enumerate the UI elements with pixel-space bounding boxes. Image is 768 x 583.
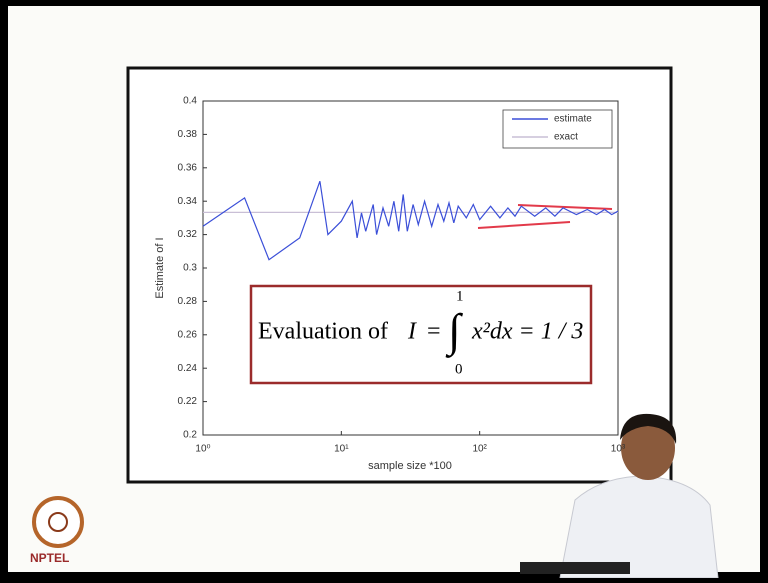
- logo-text: NPTEL: [30, 551, 69, 565]
- y-tick-label: 0.36: [178, 162, 198, 173]
- annotation-text: Evaluation of: [258, 319, 388, 345]
- legend: [502, 109, 613, 149]
- logo-mark: [48, 512, 68, 532]
- annotation-text: 1: [456, 288, 464, 304]
- y-tick-label: 0.34: [178, 196, 198, 207]
- legend-label: exact: [554, 132, 578, 143]
- annotation-text: ∫: [445, 305, 463, 359]
- y-tick-label: 0.24: [178, 363, 198, 374]
- y-tick-label: 0.22: [178, 396, 198, 407]
- y-tick-label: 0.32: [178, 229, 198, 240]
- y-tick-label: 0.2: [183, 430, 197, 441]
- laptop: [520, 562, 630, 574]
- plot-area: [202, 100, 619, 436]
- y-tick-label: 0.26: [178, 329, 198, 340]
- y-tick-label: 0.4: [183, 96, 197, 107]
- logo-mark: [32, 496, 84, 548]
- annotation-text: 0: [455, 361, 463, 377]
- presenter-hair: [620, 413, 677, 444]
- y-tick-label: 0.28: [178, 296, 198, 307]
- series-line: [202, 180, 619, 261]
- x-tick-label: 10¹: [334, 444, 349, 455]
- x-tick-label: 10²: [472, 444, 487, 455]
- x-axis-label: sample size *100: [368, 460, 452, 472]
- y-tick-label: 0.3: [183, 263, 197, 274]
- pen-mark: [477, 221, 571, 229]
- presenter-head: [621, 416, 675, 480]
- annotation-box: [249, 284, 593, 385]
- y-tick-label: 0.38: [178, 129, 198, 140]
- x-tick-label: 10⁰: [195, 444, 210, 455]
- annotation-text: x²dx = 1 / 3: [471, 319, 583, 345]
- pen-mark: [517, 204, 613, 210]
- annotation-text: =: [427, 319, 441, 345]
- y-axis-label: Estimate of I: [154, 237, 166, 298]
- legend-label: estimate: [554, 114, 592, 125]
- x-tick-label: 10³: [611, 444, 626, 455]
- annotation-text: I: [407, 319, 417, 345]
